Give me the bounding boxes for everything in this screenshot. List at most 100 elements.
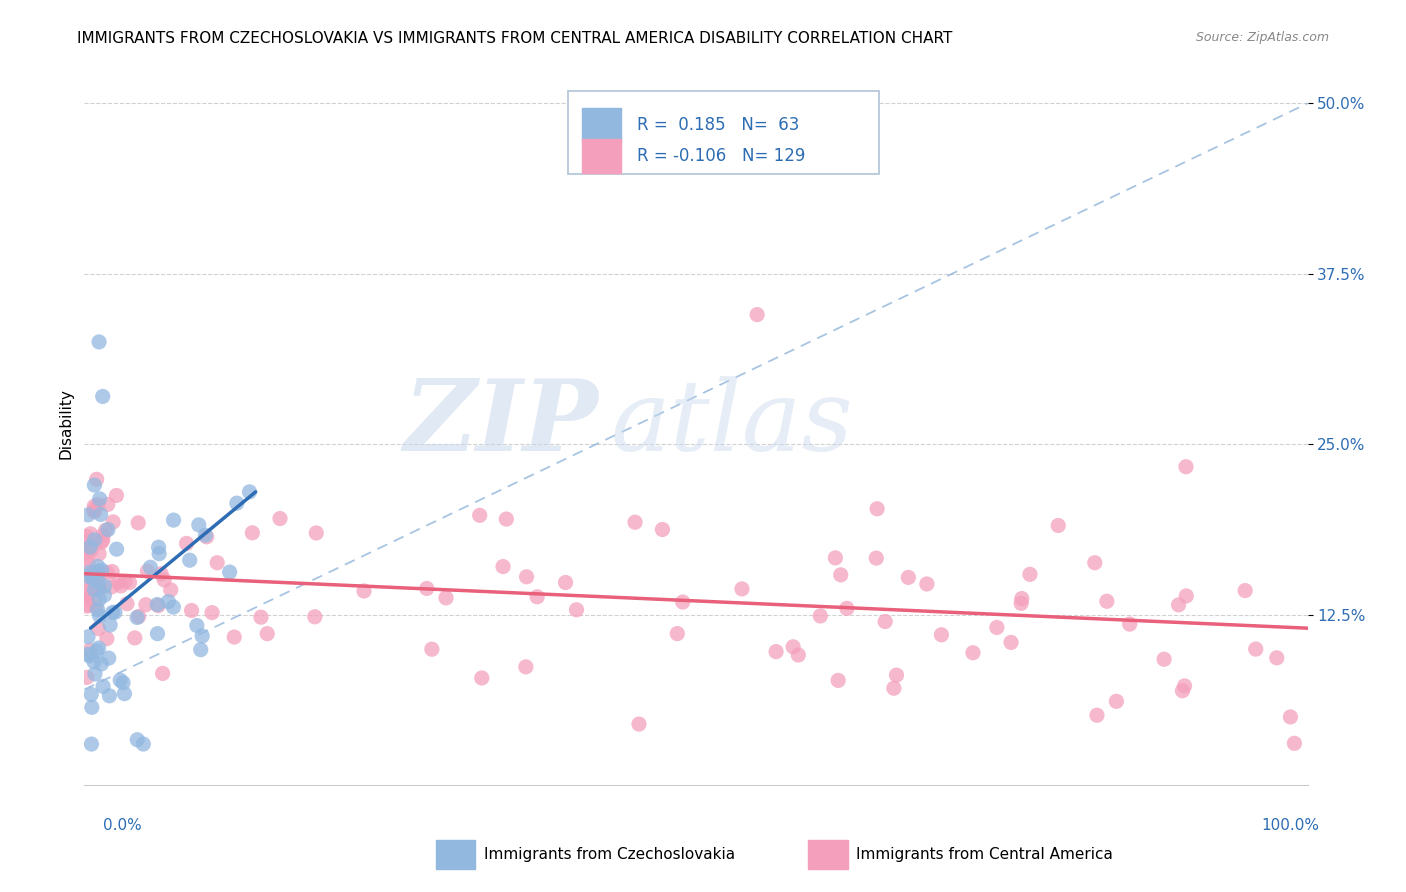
Text: Immigrants from Central America: Immigrants from Central America: [856, 847, 1114, 862]
Point: [89, 608, 111, 623]
Point: [1095, 594, 1118, 608]
Point: [782, 640, 804, 654]
Point: [79, 566, 101, 580]
Point: [651, 523, 673, 537]
Point: [112, 687, 135, 701]
Point: [87, 547, 110, 561]
Point: [787, 648, 810, 662]
Point: [492, 559, 515, 574]
Point: [190, 642, 212, 657]
Point: [515, 660, 537, 674]
Bar: [582, 139, 621, 173]
Point: [100, 580, 122, 594]
Point: [87, 575, 110, 590]
Point: [124, 631, 146, 645]
Point: [87, 641, 110, 656]
Point: [305, 525, 328, 540]
Point: [1011, 591, 1033, 606]
Point: [624, 515, 647, 529]
Point: [516, 570, 538, 584]
Point: [118, 575, 141, 590]
Point: [179, 553, 201, 567]
Point: [565, 603, 588, 617]
Point: [269, 511, 291, 525]
Point: [191, 629, 214, 643]
Point: [146, 598, 169, 612]
Point: [135, 598, 157, 612]
Point: [91, 533, 114, 548]
Point: [127, 610, 149, 624]
Point: [186, 618, 208, 632]
Point: [80, 688, 103, 702]
Point: [1084, 556, 1107, 570]
Point: [84, 667, 107, 681]
Point: [86, 643, 108, 657]
Point: [1167, 598, 1189, 612]
Text: ZIP: ZIP: [404, 376, 598, 472]
Point: [76, 545, 98, 559]
Point: [931, 628, 953, 642]
Point: [672, 595, 695, 609]
Point: [1118, 617, 1140, 632]
Point: [87, 580, 110, 594]
Point: [187, 517, 209, 532]
Point: [240, 525, 263, 540]
Point: [83, 533, 105, 547]
Point: [225, 496, 247, 510]
Point: [471, 671, 494, 685]
Point: [104, 605, 127, 619]
Point: [830, 567, 852, 582]
Point: [115, 597, 138, 611]
Point: [526, 590, 548, 604]
Point: [93, 588, 115, 602]
Point: [1000, 635, 1022, 649]
Point: [1265, 650, 1288, 665]
Point: [962, 646, 984, 660]
Text: 0.0%: 0.0%: [103, 818, 142, 832]
Point: [136, 564, 159, 578]
Point: [82, 571, 104, 585]
Point: [1244, 642, 1267, 657]
Point: [89, 491, 111, 506]
Text: R = -0.106   N= 129: R = -0.106 N= 129: [637, 147, 806, 165]
Point: [238, 484, 260, 499]
Point: [162, 600, 184, 615]
Point: [79, 648, 101, 663]
Point: [76, 534, 98, 549]
Point: [112, 675, 135, 690]
Point: [87, 583, 110, 598]
Point: [98, 618, 121, 632]
Point: [77, 557, 100, 571]
Text: atlas: atlas: [610, 376, 853, 471]
Point: [176, 536, 198, 550]
Point: [97, 651, 120, 665]
Point: [256, 626, 278, 640]
Point: [76, 541, 98, 555]
Point: [77, 647, 100, 661]
Point: [76, 599, 98, 613]
Point: [87, 622, 110, 636]
Point: [87, 334, 110, 349]
Point: [420, 642, 443, 657]
Point: [79, 526, 101, 541]
FancyBboxPatch shape: [568, 91, 880, 175]
Point: [150, 566, 173, 581]
Point: [218, 565, 240, 579]
Point: [554, 575, 576, 590]
Point: [96, 632, 118, 646]
Point: [90, 657, 112, 671]
Point: [865, 551, 887, 566]
Point: [105, 488, 128, 502]
Point: [90, 563, 112, 577]
Point: [83, 576, 105, 591]
Point: [90, 508, 112, 522]
Point: [101, 565, 124, 579]
Point: [986, 620, 1008, 634]
Point: [83, 478, 105, 492]
Point: [90, 566, 112, 581]
Point: [824, 550, 846, 565]
Point: [76, 592, 98, 607]
Point: [79, 540, 101, 554]
Text: Immigrants from Czechoslovakia: Immigrants from Czechoslovakia: [484, 847, 735, 862]
Point: [83, 500, 105, 514]
